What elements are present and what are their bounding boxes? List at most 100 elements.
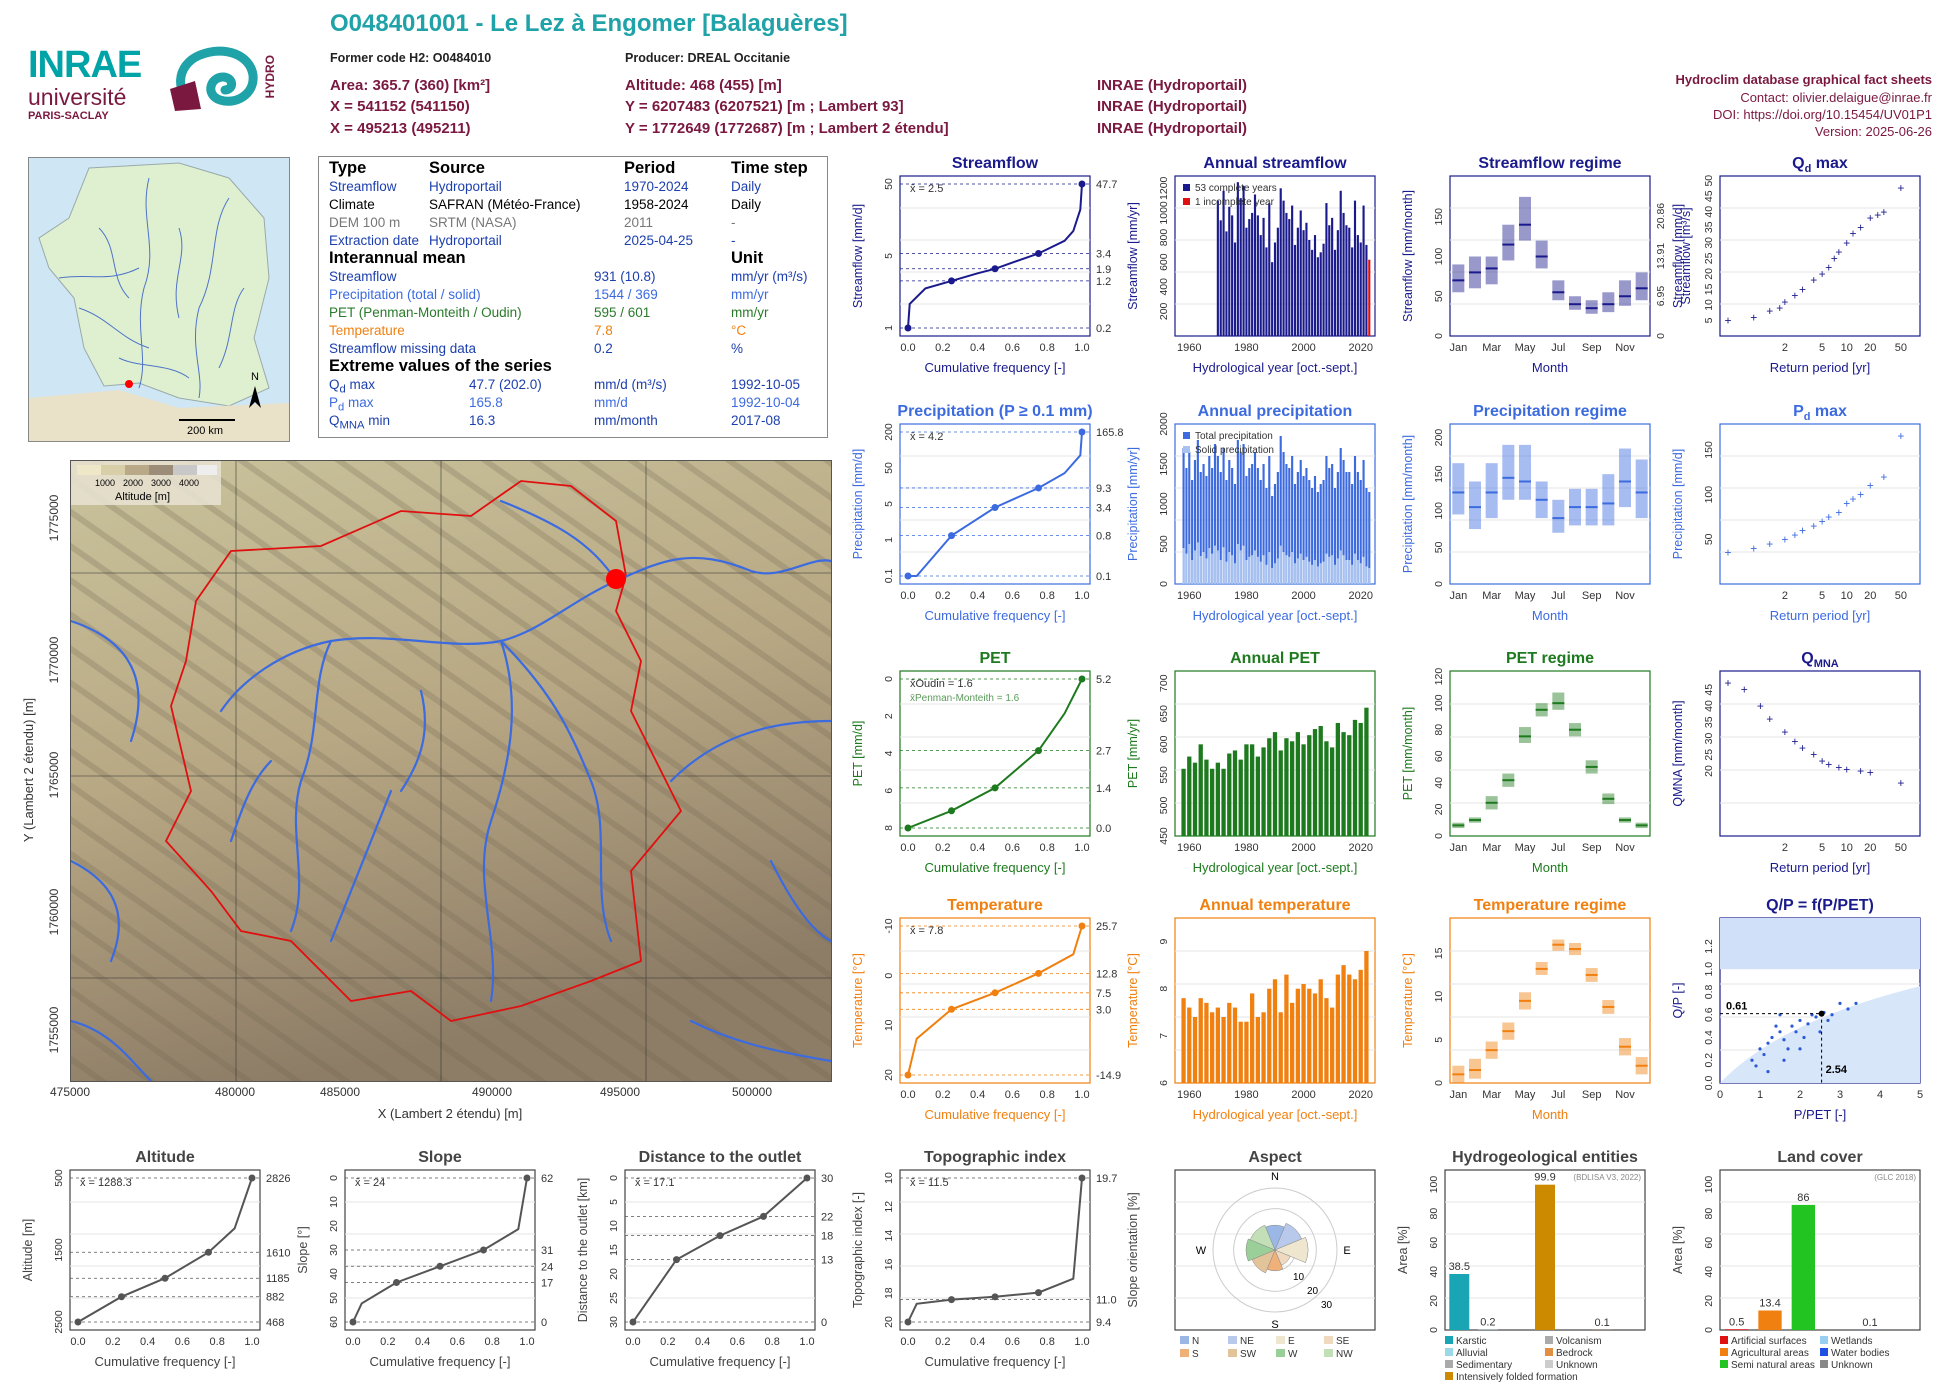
bar	[1196, 542, 1199, 584]
right-tick: 7.5	[1096, 988, 1111, 1000]
bar	[1356, 472, 1359, 584]
legend-swatch	[1228, 1349, 1237, 1357]
box	[1485, 463, 1498, 519]
shaded-zone	[1720, 918, 1920, 970]
map-y-tick: 1770000	[47, 636, 61, 683]
y-tick: 2500	[53, 1310, 65, 1334]
bar	[1210, 768, 1215, 836]
bar	[1348, 560, 1351, 584]
right-tick: 0	[541, 1317, 547, 1329]
doi[interactable]: DOI: https://doi.org/10.15454/UV01P1	[1713, 107, 1932, 122]
y-tick: 1.0	[1703, 962, 1715, 977]
bar	[1251, 212, 1254, 336]
plot-area	[624, 1169, 816, 1331]
bar	[1278, 750, 1283, 836]
point	[1854, 1001, 1858, 1005]
x-tick: 0	[1717, 1089, 1723, 1101]
y-tick: 50	[1433, 290, 1445, 302]
y-lambert93: Y = 6207483 (6207521) [m ; Lambert 93]	[625, 98, 904, 115]
bar	[1228, 206, 1231, 336]
bar	[1333, 564, 1337, 584]
x-tick: 1960	[1177, 842, 1201, 854]
plot-area	[1449, 670, 1651, 837]
bar	[1331, 555, 1334, 584]
bar	[1265, 247, 1268, 336]
x-tick: Nov	[1615, 1089, 1635, 1101]
ext-value: 47.7 (202.0)	[469, 377, 542, 392]
y-label: Slope orientation [%]	[1126, 1192, 1140, 1307]
map-ylabel: Y (Lambert 2 étendu) [m]	[21, 698, 36, 842]
x-tick: Jan	[1449, 842, 1467, 854]
bar	[1358, 722, 1363, 836]
point: +	[1825, 757, 1832, 771]
right-tick: 1.4	[1096, 783, 1111, 795]
y-tick: 800	[1158, 229, 1170, 247]
right-tick: 13	[821, 1255, 833, 1267]
bar	[1279, 436, 1282, 584]
bar	[1296, 227, 1299, 336]
bar	[1333, 249, 1337, 336]
x-tick: 0.6	[1005, 842, 1020, 854]
bar	[1232, 750, 1238, 836]
bar	[1181, 768, 1186, 836]
x-tick: Mar	[1482, 342, 1501, 354]
bar	[1250, 744, 1255, 836]
x-tick: 4	[1877, 1089, 1883, 1101]
point	[1774, 1024, 1778, 1028]
chart-altitude_cdf: Altitude Cumulative frequency [-] Altitude…	[21, 1149, 290, 1369]
bar	[1204, 759, 1209, 836]
right-tick: 9.4	[1096, 1317, 1111, 1329]
y-tick: 40	[1433, 777, 1445, 789]
point: +	[1835, 245, 1842, 259]
contact[interactable]: Contact: olivier.delaigue@inrae.fr	[1740, 90, 1932, 105]
unit-heading: Unit	[731, 249, 764, 267]
chart-land_cover: Land cover Area [%] 0.5 13.4 86 0.1 (GLC 2018)…	[1671, 1149, 1921, 1371]
inter-label: Temperature	[329, 323, 405, 338]
x-tick: Jul	[1551, 842, 1565, 854]
plot-area	[1719, 423, 1921, 585]
right-tick: 31	[541, 1245, 553, 1257]
y-tick: 10	[883, 1019, 895, 1031]
point: +	[1799, 741, 1806, 755]
y-tick: 14	[883, 1230, 895, 1242]
x-tick: 0.4	[970, 342, 985, 354]
bar	[1324, 741, 1329, 836]
bar	[1231, 555, 1234, 584]
plot-area	[1449, 175, 1651, 337]
quantile-point	[948, 1005, 955, 1013]
box	[1552, 499, 1565, 533]
x-tick: 2	[1797, 1089, 1803, 1101]
ext-date: 1992-10-04	[731, 395, 801, 410]
chart-annual_pet: Annual PET Hydrological year [oct.-sept.]…	[1126, 650, 1376, 875]
bar	[1333, 488, 1337, 584]
legend-tick: 1000	[95, 478, 115, 488]
chart-title: Distance to the outlet	[639, 1149, 802, 1166]
x-tick: 0.0	[900, 1336, 915, 1348]
ext-label: Qd max	[329, 377, 376, 396]
x-tick: 2000	[1291, 1089, 1315, 1101]
box	[1569, 296, 1581, 310]
y-tick: 60	[1428, 1237, 1440, 1249]
map-y-tick: 1765000	[47, 751, 61, 798]
point: +	[1819, 514, 1826, 528]
chart-title: Q/P = f(P/PET)	[1766, 897, 1874, 914]
bar	[1336, 558, 1339, 584]
row-period: 1958-2024	[624, 197, 689, 212]
bar	[1307, 988, 1312, 1083]
bar	[1213, 444, 1217, 584]
inter-label: Precipitation (total / solid)	[329, 287, 481, 302]
ext-unit: mm/d	[594, 395, 628, 410]
right-tick: 25.7	[1096, 921, 1117, 933]
y-tick: 120	[1433, 668, 1445, 686]
bar	[1253, 550, 1257, 584]
bar	[1261, 1012, 1266, 1083]
bar	[1271, 568, 1274, 584]
x-tick: 0.6	[1005, 1336, 1020, 1348]
x-tick: 0.6	[1005, 590, 1020, 602]
x-tick: 10	[1841, 842, 1853, 854]
box	[1519, 727, 1531, 744]
chart-title: Annual streamflow	[1203, 155, 1347, 172]
x-tick: 0.8	[1040, 590, 1055, 602]
bar	[1187, 756, 1192, 836]
